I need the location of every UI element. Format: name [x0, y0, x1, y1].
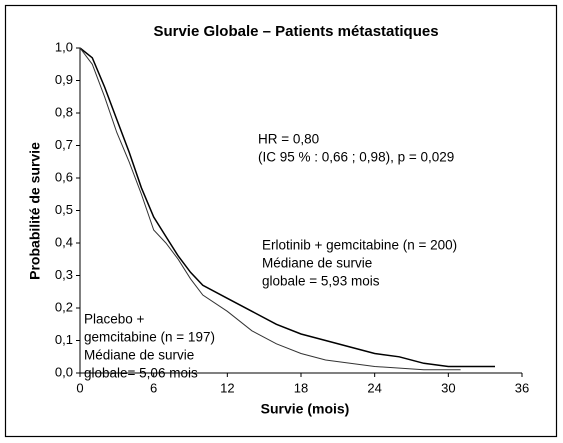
- annotation: Médiane de survie: [262, 256, 372, 271]
- x-tick-label: 24: [367, 380, 381, 395]
- annotation: Erlotinib + gemcitabine (n = 200): [262, 238, 457, 253]
- annotation: Placebo +: [84, 312, 145, 327]
- chart-title: Survie Globale – Patients métastatiques: [153, 23, 438, 40]
- annotation: globale= 5,06 mois: [84, 366, 198, 381]
- x-tick-label: 30: [441, 380, 455, 395]
- y-tick-label: 0,7: [55, 137, 73, 152]
- x-tick-label: 6: [150, 380, 157, 395]
- y-axis-label: Probabilité de survie: [27, 142, 43, 280]
- annotation: gemcitabine (n = 197): [84, 330, 215, 345]
- survival-curve: [79, 47, 495, 368]
- y-tick-label: 0,2: [55, 299, 73, 314]
- y-tick-label: 0,9: [55, 72, 73, 87]
- annotation: globale = 5,93 mois: [262, 274, 380, 289]
- x-tick-label: 12: [220, 380, 234, 395]
- survival-curve: [79, 47, 461, 371]
- y-tick-label: 0,6: [55, 169, 73, 184]
- x-tick-label: 18: [294, 380, 308, 395]
- y-tick-label: 0,0: [55, 364, 73, 379]
- x-tick-label: 36: [515, 380, 529, 395]
- y-tick-label: 0,3: [55, 267, 73, 282]
- frame: [4, 4, 558, 438]
- x-axis-label: Survie (mois): [261, 401, 350, 417]
- annotation: HR = 0,80: [258, 132, 319, 147]
- y-tick-label: 1,0: [55, 39, 73, 54]
- y-tick-label: 0,8: [55, 104, 73, 119]
- x-tick-label: 0: [76, 380, 83, 395]
- y-tick-label: 0,1: [55, 332, 73, 347]
- annotation: Médiane de survie: [84, 348, 194, 363]
- annotation: (IC 95 % : 0,66 ; 0,98), p = 0,029: [258, 150, 454, 165]
- y-tick-label: 0,5: [55, 202, 73, 217]
- y-tick-label: 0,4: [55, 234, 73, 249]
